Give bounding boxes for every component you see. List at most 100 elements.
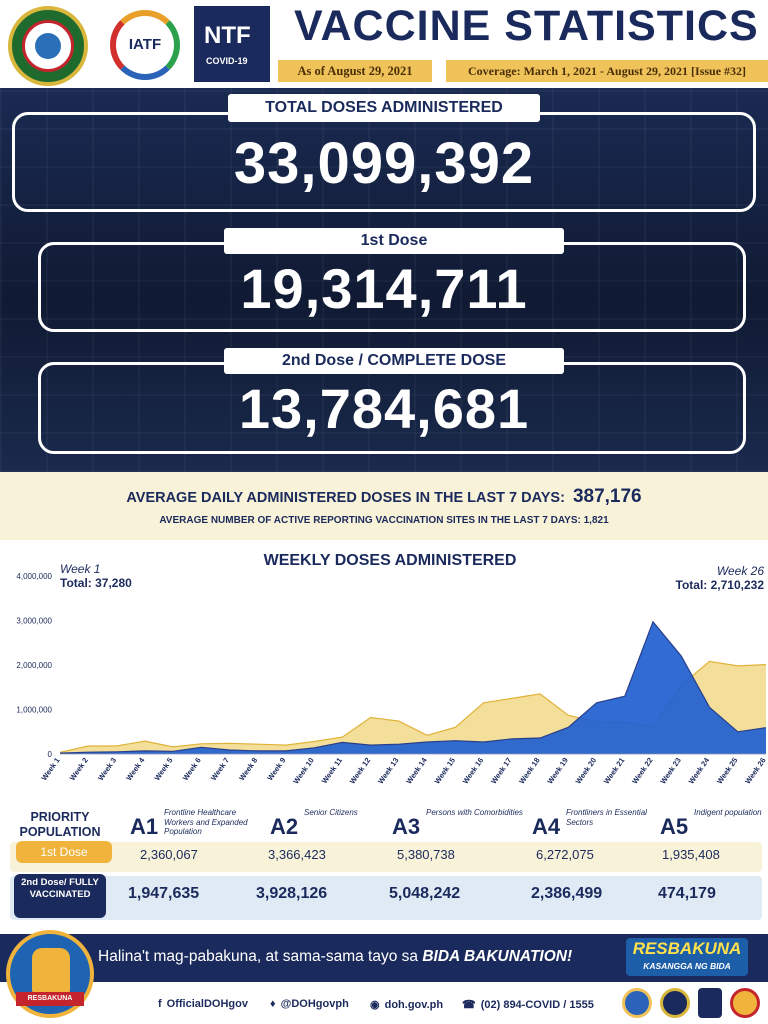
x-tick-label: Week 10 [291,756,316,786]
x-tick-label: Week 1 [40,756,62,782]
y-tick-label: 2,000,000 [16,661,52,670]
shield-tag: RESBAKUNA [16,992,84,1006]
y-tick-label: 4,000,000 [16,572,52,581]
coverage-range: Coverage: March 1, 2021 - August 29, 202… [446,60,768,82]
x-tick-label: Week 11 [320,756,344,785]
week26-label: Week 26 [716,564,764,578]
chart-title: WEEKLY DOSES ADMINISTERED [263,552,517,569]
x-tick-label: Week 19 [545,756,570,786]
x-tick-label: Week 8 [237,756,259,782]
x-tick-label: Week 7 [209,756,231,782]
website-url: doh.gov.ph [384,999,444,1011]
x-tick-label: Week 23 [658,756,683,786]
x-tick-label: Week 22 [630,756,655,786]
x-tick-label: Week 3 [96,756,118,782]
week26-total: Total: 2,710,232 [675,578,765,592]
avg-active-sites: AVERAGE NUMBER OF ACTIVE REPORTING VACCI… [0,515,768,526]
first-dose-value-a4: 6,272,075 [536,847,594,862]
phone-icon: ☎ [462,999,476,1011]
group-code: A3 [392,814,421,839]
y-tick-label: 1,000,000 [16,706,52,715]
weekly-doses-chart: WEEKLY DOSES ADMINISTERED Week 1 Total: … [0,540,768,796]
doh-seal-logo [8,6,88,86]
avg-daily-label: AVERAGE DAILY ADMINISTERED DOSES IN THE … [126,490,565,506]
avg-sites-label: AVERAGE NUMBER OF ACTIVE REPORTING VACCI… [159,515,581,526]
globe-icon: ◉ [370,999,380,1011]
first-dose-value-a3: 5,380,738 [397,847,455,862]
as-of-date: As of August 29, 2021 [278,60,432,82]
second-dose-value-a4: 2,386,499 [531,885,603,902]
chart-plot: 4,000,0003,000,0002,000,0001,000,0000Wee… [16,572,768,786]
first-dose-row [10,842,762,872]
x-tick-label: Week 21 [602,756,627,786]
pia-badge-icon [698,988,722,1018]
facebook-handle: OfficialDOHgov [166,998,248,1010]
group-code: A1 [130,814,159,839]
group-code: A2 [270,814,299,839]
phone-number: (02) 894-COVID / 1555 [480,999,594,1011]
page-title: VACCINE STATISTICS [294,2,759,50]
y-tick-label: 0 [48,750,53,759]
group-description: Frontline Healthcare Workers and Expande… [164,808,248,836]
first-dose-label: 1st Dose [224,228,564,254]
contact-bar: f OfficialDOHgov ♦ @DOHgovph ◉ doh.gov.ph ☎… [0,994,768,1024]
second-dose-label: 2nd Dose / COMPLETE DOSE [224,348,564,374]
priority-header: PRIORITY POPULATION [19,810,101,839]
resbakuna-shield-icon: RESBAKUNA [6,930,94,1018]
avg-sites-value: 1,821 [583,515,609,526]
x-tick-label: Week 12 [348,756,373,786]
x-tick-label: Week 16 [461,756,486,786]
week1-note: Week 1 Total: 37,280 [60,562,132,590]
x-tick-label: Week 20 [574,756,599,786]
peace-hand-icon [32,948,70,994]
x-tick-label: Week 25 [715,756,740,786]
second-dose-value-a2: 3,928,126 [256,885,328,902]
second-dose-value: 13,784,681 [238,377,530,440]
second-dose-value-a1: 1,947,635 [128,885,200,902]
agency-badge-1-icon [622,988,652,1018]
second-dose-row-label: 2nd Dose/ FULLY VACCINATED [14,874,106,918]
campaign-message-text: Halina't mag-pabakuna, at sama-sama tayo… [98,948,423,965]
total-doses-value: 33,099,392 [233,131,535,196]
group-description: Persons with Comorbidities [426,808,523,817]
facebook-icon: f [158,998,162,1010]
group-code: A4 [532,814,561,839]
group-code: A5 [660,814,689,839]
facebook-link[interactable]: f OfficialDOHgov [158,998,248,1010]
first-dose-row-label: 1st Dose [16,841,112,863]
group-description: Frontliners in Essential Sectors [566,808,647,827]
second-dose-value-a5: 474,179 [658,885,716,902]
first-dose-value: 19,314,711 [240,257,528,320]
averages-band: AVERAGE DAILY ADMINISTERED DOSES IN THE … [0,472,768,540]
first-dose-value-a5: 1,935,408 [662,847,720,862]
x-tick-label: Week 13 [376,756,401,786]
x-tick-label: Week 4 [124,755,147,782]
week26-note: Week 26 Total: 2,710,232 [676,564,765,592]
resbakuna-text: RESBAKUNA [632,939,742,958]
x-tick-label: Week 18 [517,756,542,786]
week1-label: Week 1 [60,562,101,576]
campaign-message: Halina't mag-pabakuna, at sama-sama tayo… [98,948,572,966]
y-tick-label: 3,000,000 [16,617,52,626]
x-tick-label: Week 26 [743,756,768,786]
x-tick-label: Week 24 [687,755,712,785]
dhs-badge-icon [730,988,760,1018]
dose-totals-panel: TOTAL DOSES ADMINISTERED 33,099,392 1st … [0,88,768,472]
second-dose-row [10,876,762,920]
resbakuna-logo: RESBAKUNA KASANGGA NG BIDA [626,938,748,976]
agency-badge-2-icon [660,988,690,1018]
twitter-handle: @DOHgovph [280,998,349,1010]
x-tick-label: Week 2 [68,756,90,782]
avg-daily-value: 387,176 [572,486,642,507]
resbakuna-subtext: KASANGGA NG BIDA [643,961,731,971]
second-dose-value-a3: 5,048,242 [389,885,461,902]
week1-total: Total: 37,280 [60,576,132,590]
twitter-link[interactable]: ♦ @DOHgovph [270,998,349,1010]
total-doses-label: TOTAL DOSES ADMINISTERED [228,94,540,122]
series-line-2 [59,620,767,754]
series-area-2 [60,621,766,754]
group-description: Senior Citizens [304,808,358,817]
first-dose-value-a2: 3,366,423 [268,847,326,862]
website-link[interactable]: ◉ doh.gov.ph [370,998,443,1011]
x-tick-label: Week 5 [152,756,174,782]
